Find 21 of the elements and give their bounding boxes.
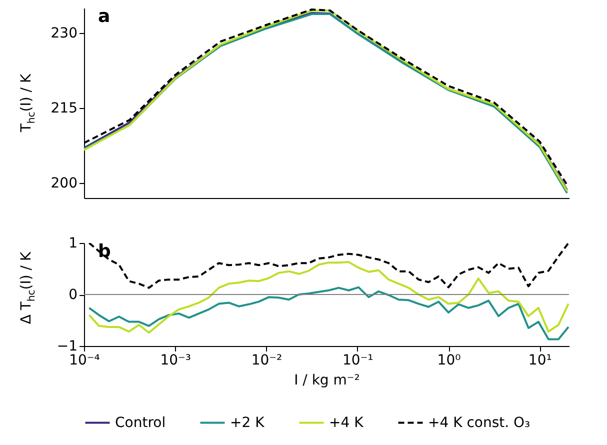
- y-tick-label: 215: [50, 100, 78, 116]
- x-tick-label: 10¹: [528, 352, 552, 368]
- x-tick-label: 10⁻¹: [342, 352, 374, 368]
- annotation: a: [98, 6, 110, 27]
- x-tick-label: 10⁻⁴: [69, 352, 100, 368]
- x-tick-label: 10⁻²: [251, 352, 282, 368]
- legend-label: +2 K: [230, 414, 266, 431]
- y-tick-label: −1: [56, 338, 78, 354]
- x-tick-label: 10⁰: [437, 352, 462, 368]
- legend-label: Control: [115, 414, 166, 431]
- y-tick-label: 1: [68, 236, 78, 252]
- y-tick-label: 230: [50, 26, 78, 42]
- legend-label: +4 K: [329, 414, 364, 431]
- y-tick-label: 200: [50, 176, 78, 192]
- line-series: [88, 261, 569, 334]
- x-axis-title: I / kg m⁻²: [294, 372, 360, 388]
- line-series: [88, 286, 569, 340]
- y-tick-label: 0: [68, 287, 78, 303]
- legend-label: +4 K const. O₃: [428, 414, 530, 431]
- x-tick-label: 10⁻³: [160, 352, 192, 368]
- line-series: [88, 243, 569, 289]
